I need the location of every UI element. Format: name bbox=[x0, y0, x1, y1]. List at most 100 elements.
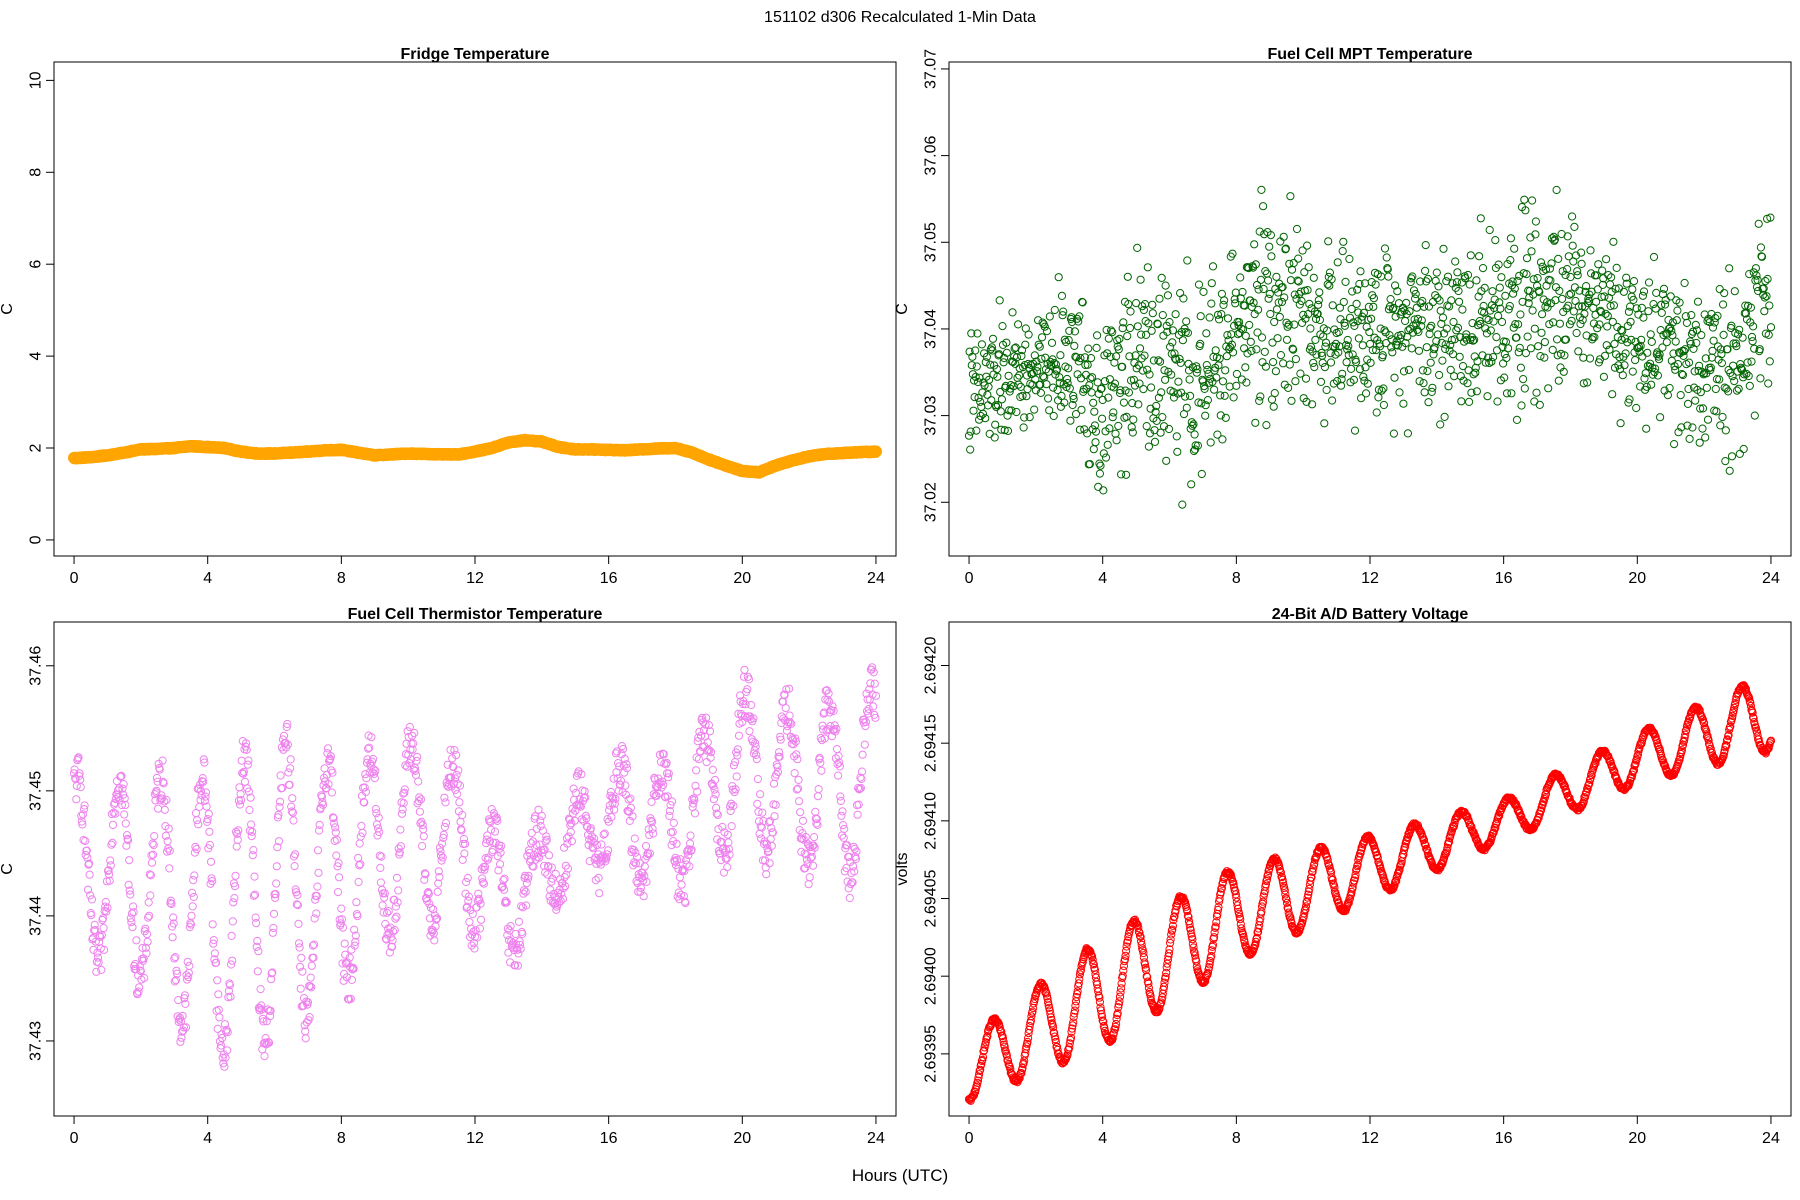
data-point bbox=[1264, 276, 1273, 285]
data-point bbox=[1760, 307, 1769, 316]
data-point bbox=[996, 387, 1005, 397]
data-point bbox=[1034, 340, 1043, 349]
data-point bbox=[1189, 446, 1199, 456]
data-point bbox=[1057, 391, 1066, 401]
data-point bbox=[1125, 323, 1135, 333]
data-point bbox=[1452, 278, 1462, 287]
data-point bbox=[1518, 297, 1527, 306]
data-point bbox=[1254, 305, 1263, 314]
data-point bbox=[378, 901, 387, 910]
data-point bbox=[1010, 344, 1019, 353]
data-point bbox=[1734, 384, 1743, 393]
data-point bbox=[1413, 314, 1423, 323]
data-point bbox=[213, 976, 222, 985]
data-point bbox=[1262, 421, 1271, 430]
data-point bbox=[99, 923, 108, 933]
data-point bbox=[1183, 328, 1193, 337]
data-point bbox=[1485, 358, 1494, 368]
data-point bbox=[1128, 428, 1137, 437]
data-point bbox=[537, 811, 546, 821]
data-point bbox=[1126, 307, 1135, 316]
data-point bbox=[1691, 320, 1700, 329]
data-point bbox=[1163, 327, 1172, 336]
x-tick-label: 8 bbox=[337, 570, 346, 587]
data-point bbox=[1163, 291, 1173, 300]
data-point bbox=[1198, 377, 1208, 386]
data-point bbox=[1024, 330, 1033, 339]
data-point bbox=[1293, 276, 1302, 285]
data-point bbox=[1065, 384, 1074, 393]
data-point bbox=[1090, 421, 1100, 430]
data-point bbox=[1022, 371, 1032, 380]
data-point bbox=[1289, 345, 1298, 354]
data-point bbox=[1348, 350, 1357, 359]
data-point bbox=[1485, 225, 1494, 235]
data-point bbox=[1671, 337, 1680, 346]
data-point bbox=[195, 802, 204, 812]
data-point bbox=[1133, 322, 1142, 331]
data-point bbox=[1153, 320, 1162, 329]
data-point bbox=[1427, 387, 1436, 396]
data-point bbox=[1570, 222, 1579, 231]
data-point bbox=[1425, 330, 1434, 339]
data-point bbox=[1600, 292, 1609, 301]
data-point bbox=[1586, 246, 1595, 255]
data-point bbox=[1618, 371, 1627, 380]
data-point bbox=[1472, 387, 1482, 396]
data-point bbox=[1611, 284, 1620, 293]
data-point bbox=[1463, 379, 1472, 388]
data-point bbox=[521, 887, 530, 896]
data-point bbox=[711, 790, 720, 799]
data-point bbox=[252, 919, 261, 928]
data-point bbox=[1342, 358, 1351, 367]
data-point bbox=[1007, 406, 1016, 415]
data-point bbox=[1601, 309, 1610, 318]
data-point bbox=[204, 809, 213, 819]
data-point bbox=[1147, 383, 1156, 392]
data-point bbox=[972, 426, 981, 435]
data-point bbox=[1112, 352, 1121, 361]
data-point bbox=[1433, 330, 1443, 339]
data-point bbox=[1338, 247, 1347, 256]
data-point bbox=[1561, 335, 1571, 344]
data-point bbox=[1662, 338, 1671, 347]
data-point bbox=[810, 833, 819, 842]
data-point bbox=[999, 358, 1008, 367]
data-point bbox=[1628, 285, 1637, 294]
data-point bbox=[460, 849, 469, 858]
data-point bbox=[1377, 386, 1386, 395]
data-point bbox=[230, 894, 239, 903]
data-point bbox=[1651, 304, 1660, 313]
data-point bbox=[811, 807, 820, 817]
data-point bbox=[244, 756, 253, 765]
data-point bbox=[1573, 271, 1582, 280]
data-point bbox=[1521, 206, 1530, 215]
data-point bbox=[1193, 365, 1202, 374]
x-axis: 0 4 8 12 16 20 24 bbox=[965, 555, 1780, 587]
data-point bbox=[1524, 299, 1533, 308]
data-point bbox=[1579, 353, 1588, 362]
data-point bbox=[1419, 302, 1429, 311]
data-point bbox=[357, 821, 366, 831]
data-point bbox=[1531, 217, 1541, 226]
x-tick-label: 16 bbox=[1495, 570, 1513, 587]
data-point bbox=[1420, 388, 1429, 397]
data-point bbox=[454, 766, 463, 775]
data-point bbox=[1495, 298, 1504, 307]
data-point bbox=[1676, 391, 1685, 400]
data-point bbox=[1181, 392, 1190, 401]
data-point bbox=[1622, 279, 1631, 288]
data-point bbox=[354, 877, 363, 887]
y-tick-label: 37.05 bbox=[923, 222, 940, 262]
data-point bbox=[1402, 310, 1411, 319]
data-point bbox=[1282, 335, 1292, 344]
data-point bbox=[985, 429, 994, 438]
data-point bbox=[1197, 399, 1206, 408]
data-point bbox=[1647, 337, 1656, 346]
data-point bbox=[1273, 334, 1282, 343]
data-point bbox=[1156, 357, 1165, 366]
data-point bbox=[1265, 242, 1274, 251]
y-tick-label: 2.69400 bbox=[923, 947, 940, 1005]
data-point bbox=[1378, 351, 1387, 360]
data-point bbox=[772, 770, 781, 779]
